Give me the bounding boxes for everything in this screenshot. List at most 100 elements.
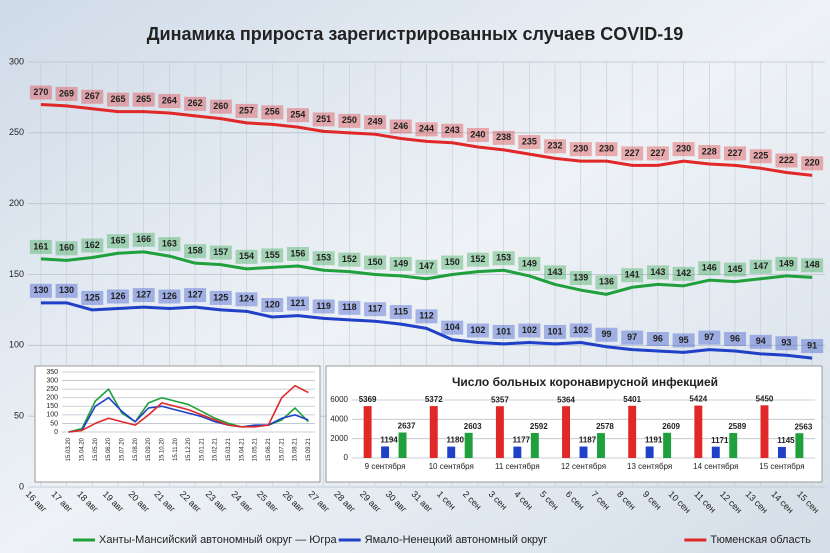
y-tick-label: 100: [46, 412, 58, 419]
x-tick-label: 12 сентября: [561, 462, 606, 471]
data-label: 5364: [557, 395, 575, 404]
series-line: [68, 384, 309, 433]
data-label-box: [698, 330, 721, 345]
bar: [777, 446, 786, 458]
x-tick-label: 15.03.21: [226, 437, 232, 461]
bar: [579, 446, 588, 458]
data-label-box: [724, 262, 747, 277]
data-label-box: [55, 241, 78, 256]
data-label-box: [595, 142, 618, 157]
data-label-box: [235, 103, 258, 118]
y-tick-label: 200: [46, 395, 58, 402]
y-tick-label: 0: [344, 453, 349, 462]
data-label-box: [312, 112, 335, 127]
x-tick-label: 15.06.20: [106, 437, 112, 461]
legend-label: Ханты-Мансийский автономный округ — Югра: [99, 534, 338, 546]
data-label: 94: [756, 336, 766, 346]
data-label-box: [569, 271, 592, 286]
data-label-box: [209, 99, 232, 114]
data-label-box: [106, 234, 129, 249]
data-label: 117: [368, 304, 383, 314]
data-label-box: [55, 86, 78, 101]
data-label: 1180: [447, 436, 465, 445]
data-label: 156: [290, 248, 305, 258]
data-label-box: [81, 290, 104, 305]
data-label-box: [569, 323, 592, 338]
x-tick-label: 13 сентября: [627, 462, 672, 471]
inset-panel: [325, 365, 823, 483]
data-label: 130: [59, 285, 74, 295]
data-label-box: [646, 265, 669, 280]
x-tick-label: 15.09.20: [146, 437, 152, 461]
data-label: 121: [290, 298, 305, 308]
data-label: 143: [650, 267, 665, 277]
data-label: 126: [110, 291, 125, 301]
legend-label: Ямало-Ненецкий автономный округ: [365, 534, 548, 546]
x-tick-label: 15.06.21: [266, 437, 272, 461]
bar: [795, 433, 804, 458]
data-label: 2609: [662, 422, 680, 431]
y-tick-label: 200: [9, 198, 24, 208]
data-label: 149: [779, 258, 794, 268]
data-label-box: [132, 288, 155, 303]
y-tick-label: 4000: [330, 414, 348, 423]
data-label: 165: [110, 236, 125, 246]
data-label: 260: [213, 101, 228, 111]
data-label-box: [132, 92, 155, 107]
bar: [663, 432, 672, 458]
data-label-box: [209, 290, 232, 305]
data-label-box: [621, 330, 644, 345]
data-label-box: [646, 332, 669, 346]
data-label: 136: [599, 277, 614, 287]
data-label-box: [801, 258, 824, 273]
data-label-box: [672, 333, 695, 348]
x-tick-label: 15.02.21: [213, 437, 219, 461]
data-label: 160: [59, 243, 74, 253]
data-label: 2592: [530, 422, 548, 431]
x-tick-label: 15.08.20: [133, 437, 139, 461]
data-label-box: [415, 122, 438, 137]
data-label: 232: [548, 141, 563, 151]
x-tick-label: 15.01.21: [199, 437, 205, 461]
data-label: 102: [522, 325, 537, 335]
data-label-box: [724, 146, 747, 161]
data-label-box: [621, 268, 644, 283]
data-label-box: [415, 309, 438, 324]
x-tick-label: 15.04.20: [80, 437, 86, 461]
data-label-box: [235, 292, 258, 307]
data-label: 240: [470, 129, 485, 139]
inset-bar-chart: 0 2000 4000 6000 9 сентября 10 сентября 11 сен…: [330, 394, 815, 471]
data-label: 152: [470, 254, 485, 264]
data-label-box: [724, 332, 747, 346]
data-label-box: [775, 336, 798, 351]
x-tick-label: 15.10.20: [159, 437, 165, 461]
data-label: 97: [704, 332, 714, 342]
data-label-box: [749, 259, 772, 274]
bar: [464, 432, 473, 458]
data-label: 238: [496, 132, 511, 142]
data-label: 2578: [596, 422, 614, 431]
data-label: 115: [394, 306, 409, 316]
data-label-box: [55, 283, 78, 298]
series-line: [40, 250, 813, 296]
x-tick-label: 15.07.21: [279, 437, 285, 461]
y-tick-label: 0: [54, 429, 58, 436]
y-tick-label: 0: [19, 481, 24, 491]
data-label-box: [492, 251, 515, 266]
data-label: 153: [316, 253, 331, 263]
data-label: 2589: [728, 422, 746, 431]
data-label-box: [441, 320, 464, 335]
inset-panel: [34, 365, 321, 483]
data-label: 162: [85, 240, 100, 250]
data-label: 5372: [425, 395, 443, 404]
data-label-box: [184, 288, 207, 303]
bar: [694, 405, 703, 458]
data-label-box: [544, 139, 567, 154]
data-label: 227: [650, 148, 665, 158]
data-label-box: [801, 156, 824, 171]
data-label-box: [544, 265, 567, 280]
data-label: 270: [33, 87, 48, 97]
data-label: 251: [316, 114, 331, 124]
data-label: 1177: [513, 436, 531, 445]
data-label-box: [338, 300, 361, 315]
